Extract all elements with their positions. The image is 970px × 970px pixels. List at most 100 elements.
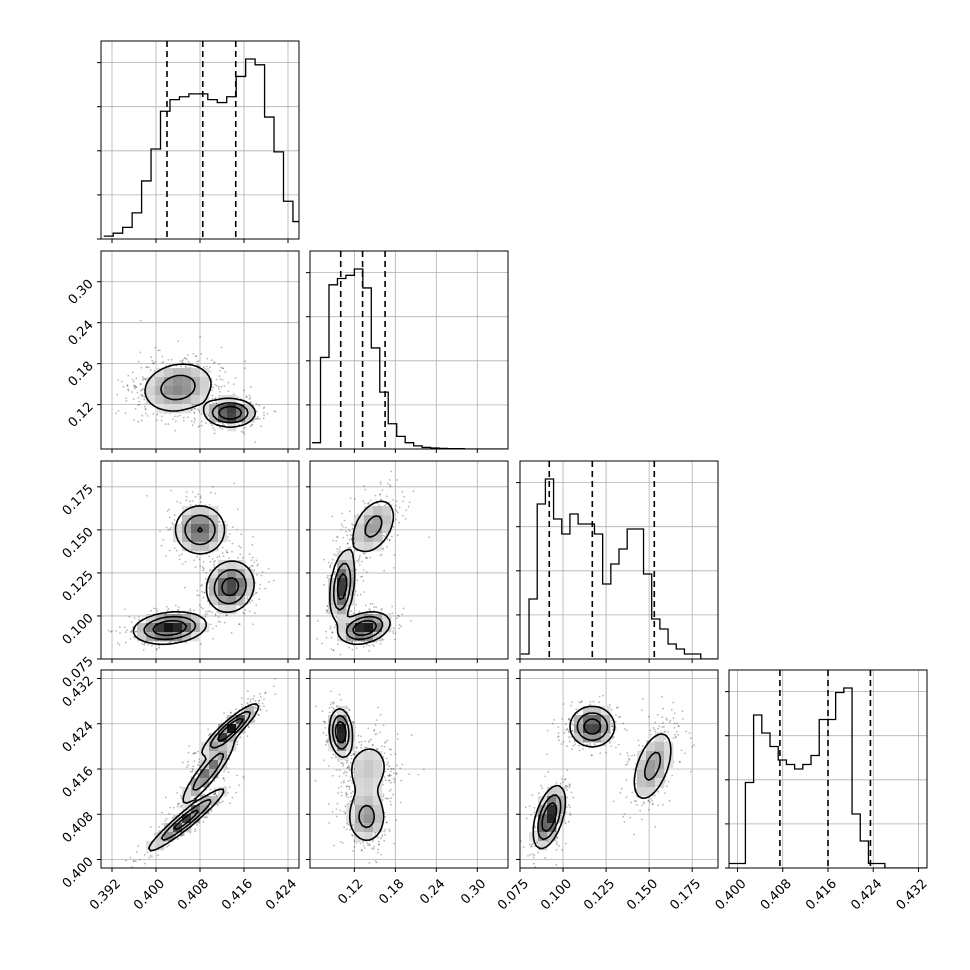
scatter-point	[345, 760, 348, 763]
scatter-point	[243, 432, 246, 435]
scatter-point	[349, 534, 352, 536]
scatter-point	[537, 851, 540, 854]
scatter-point	[558, 844, 560, 847]
scatter-point	[390, 753, 392, 756]
scatter-point	[532, 842, 535, 845]
scatter-point	[249, 401, 252, 404]
scatter-point	[162, 361, 165, 363]
scatter-point	[242, 427, 245, 430]
scatter-point	[316, 638, 319, 640]
scatter-point	[204, 610, 207, 613]
scatter-point	[385, 495, 388, 498]
scatter-point	[202, 820, 205, 823]
scatter-point	[366, 612, 369, 615]
scatter-point	[254, 592, 257, 595]
density-cell	[227, 742, 237, 752]
scatter-point	[386, 797, 388, 800]
density-cell	[364, 805, 374, 815]
scatter-point	[351, 833, 353, 836]
scatter-point	[332, 539, 334, 542]
density-cell	[355, 760, 365, 770]
scatter-point	[206, 600, 209, 602]
scatter-point	[250, 559, 253, 562]
density-cell	[173, 377, 183, 387]
scatter-point	[401, 613, 404, 616]
scatter-point	[398, 627, 400, 630]
scatter-point	[126, 384, 129, 386]
scatter-point	[226, 551, 229, 554]
density-cell	[245, 413, 255, 423]
density-cell	[236, 596, 246, 606]
density-cell	[218, 395, 228, 405]
scatter-point	[381, 607, 383, 610]
scatter-point	[410, 620, 413, 622]
scatter-point	[196, 823, 198, 826]
scatter-point	[401, 490, 404, 493]
scatter-point	[263, 414, 265, 417]
density-cell	[355, 533, 365, 543]
scatter-point	[122, 385, 125, 388]
scatter-point	[228, 539, 231, 542]
density-cell	[209, 542, 219, 552]
density-cell	[337, 551, 347, 561]
scatter-point	[123, 626, 126, 629]
scatter-point	[360, 735, 362, 738]
scatter-point	[164, 819, 167, 822]
scatter-point	[349, 546, 352, 549]
scatter-point	[365, 557, 368, 560]
scatter-point	[187, 416, 189, 419]
scatter-point	[373, 728, 376, 731]
scatter-point	[149, 854, 152, 857]
density-cell	[200, 515, 210, 525]
scatter-point	[390, 781, 392, 784]
scatter-point	[330, 648, 333, 650]
scatter-point	[332, 701, 335, 703]
scatter-point	[384, 797, 387, 800]
scatter-point	[353, 542, 356, 544]
contour-line	[336, 572, 378, 636]
scatter-point	[192, 491, 194, 493]
scatter-point	[375, 606, 377, 609]
scatter-point	[212, 793, 215, 796]
scatter-point	[228, 786, 231, 788]
scatter-point	[201, 794, 204, 796]
scatter-point	[144, 405, 146, 408]
density-cell	[373, 515, 383, 525]
scatter-point	[247, 703, 250, 706]
scatter-point	[348, 786, 351, 788]
scatter-point	[196, 408, 199, 410]
scatter-point	[226, 792, 229, 794]
scatter-point	[392, 630, 395, 632]
scatter-point	[192, 769, 194, 771]
scatter-point	[323, 558, 326, 561]
scatter-point	[323, 721, 326, 723]
scatter-point	[213, 432, 216, 435]
scatter-point	[208, 610, 211, 613]
scatter-point	[356, 747, 358, 750]
scatter-point	[196, 360, 198, 363]
scatter-point	[331, 562, 333, 564]
density-cell	[227, 395, 237, 405]
scatter-point	[176, 500, 179, 503]
scatter-point	[258, 699, 261, 702]
scatter-point	[138, 403, 141, 406]
density-cell	[355, 787, 365, 797]
scatter-point	[522, 846, 525, 848]
scatter-point	[395, 773, 398, 776]
scatter-point	[132, 860, 135, 863]
density-cell	[346, 623, 356, 633]
density-cell	[146, 623, 156, 633]
scatter-point	[196, 363, 199, 366]
scatter-point	[317, 620, 319, 622]
scatter-point	[328, 706, 331, 709]
scatter-point	[338, 769, 341, 771]
scatter-point	[398, 623, 401, 626]
scatter-point	[351, 834, 354, 837]
scatter-point	[238, 545, 241, 548]
scatter-point	[165, 796, 167, 799]
scatter-point	[173, 514, 176, 517]
scatter-point	[177, 609, 180, 611]
scatter-point	[382, 756, 385, 758]
scatter-point	[214, 559, 216, 562]
scatter-point	[196, 594, 199, 597]
